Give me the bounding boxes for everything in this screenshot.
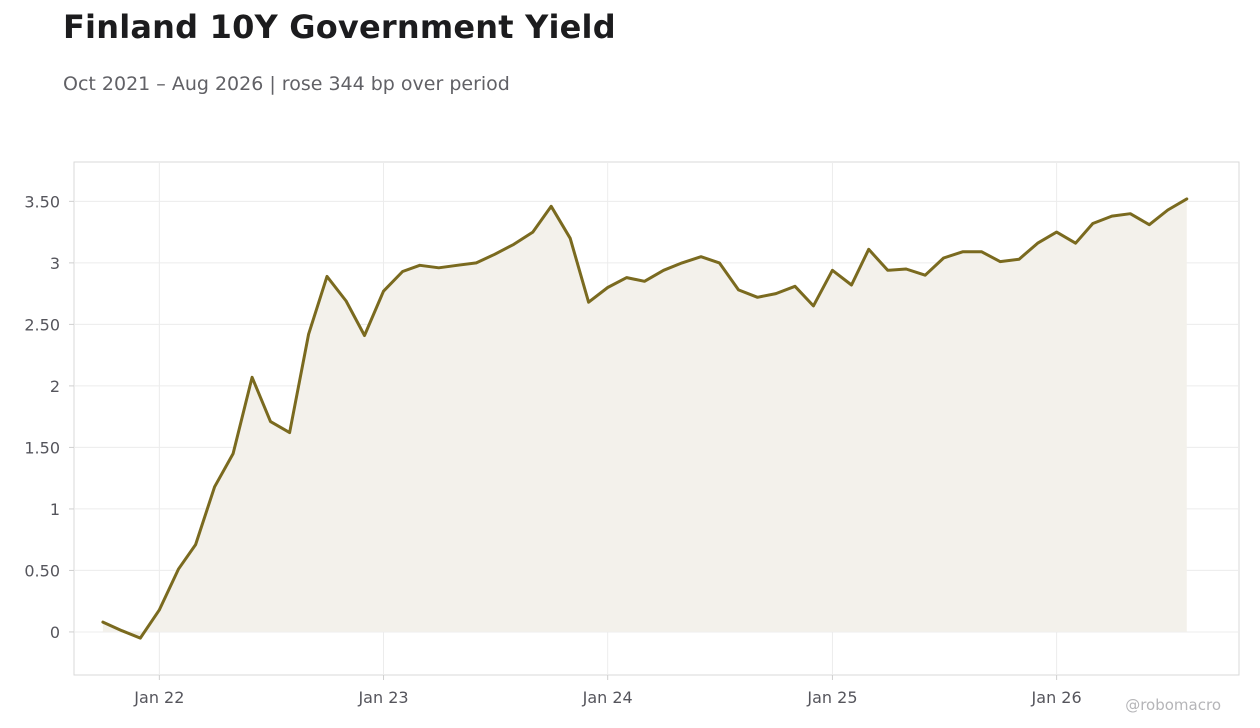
data-point — [980, 250, 983, 253]
data-point — [307, 333, 310, 336]
chart-subtitle: Oct 2021 – Aug 2026 | rose 344 bp over p… — [63, 73, 510, 95]
data-point — [924, 274, 927, 277]
data-point — [288, 431, 291, 434]
data-point — [606, 286, 609, 289]
data-point — [418, 264, 421, 267]
data-point — [177, 568, 180, 571]
data-point — [774, 292, 778, 295]
y-tick-label: 3.50 — [24, 192, 60, 211]
y-tick-label: 0.50 — [24, 561, 60, 580]
data-point — [120, 629, 124, 632]
data-point — [1074, 242, 1077, 245]
data-point — [942, 256, 945, 260]
data-point — [158, 608, 161, 611]
x-axis: Jan 22 Jan 23 Jan 24 Jan 25 Jan 26 — [133, 675, 1082, 707]
data-point — [401, 270, 404, 273]
data-point — [850, 283, 853, 287]
data-point — [1017, 258, 1021, 261]
data-point — [101, 620, 105, 624]
data-point — [961, 250, 964, 253]
x-tick-label: Jan 24 — [582, 688, 633, 707]
data-point — [1036, 242, 1039, 245]
data-point — [756, 296, 759, 299]
x-tick-label: Jan 23 — [357, 688, 408, 707]
y-tick-label: 2.50 — [24, 315, 60, 334]
series-area-fill — [102, 198, 1187, 639]
data-point — [587, 301, 590, 304]
data-point — [1110, 214, 1114, 218]
data-point — [831, 269, 834, 272]
y-tick-label: 1 — [50, 500, 60, 519]
watermark: @robomacro — [1125, 696, 1221, 714]
data-point — [680, 261, 684, 265]
chart-title: Finland 10Y Government Yield — [63, 8, 616, 46]
data-point — [231, 452, 235, 455]
data-point — [812, 304, 815, 308]
data-point — [998, 260, 1002, 263]
data-point — [139, 636, 142, 640]
data-point — [493, 253, 496, 256]
data-point — [699, 255, 703, 258]
data-point — [643, 280, 646, 283]
data-point — [475, 261, 478, 265]
data-point — [250, 376, 254, 379]
data-point — [1129, 212, 1132, 215]
x-tick-label: Jan 26 — [1031, 688, 1082, 707]
data-point — [194, 543, 197, 546]
x-tick-label: Jan 25 — [806, 688, 857, 707]
data-point — [550, 205, 553, 208]
data-point — [344, 299, 348, 303]
data-point — [1091, 222, 1095, 225]
data-point — [1055, 230, 1058, 234]
y-tick-label: 0 — [50, 623, 60, 642]
data-point — [512, 243, 515, 246]
data-point — [718, 261, 721, 265]
data-point — [531, 230, 534, 234]
data-point — [793, 285, 797, 288]
data-point — [886, 269, 889, 272]
data-point — [1166, 208, 1170, 212]
data-point — [456, 264, 459, 267]
data-point — [437, 266, 440, 269]
y-axis: 0 0.50 1 1.50 2 2.50 3 3.50 — [24, 192, 74, 642]
data-point — [904, 267, 908, 271]
data-point — [382, 290, 385, 293]
data-point — [1185, 197, 1189, 201]
series-points — [101, 197, 1189, 640]
data-point — [213, 485, 216, 488]
y-tick-label: 2 — [50, 377, 60, 396]
data-point — [363, 334, 366, 337]
data-point — [867, 248, 870, 251]
data-point — [737, 288, 740, 292]
data-point — [269, 420, 272, 423]
data-point — [325, 275, 329, 278]
y-tick-label: 1.50 — [24, 438, 60, 457]
data-point — [625, 276, 628, 279]
data-point — [662, 269, 665, 272]
data-point — [1148, 223, 1151, 226]
data-point — [569, 237, 572, 240]
x-tick-label: Jan 22 — [133, 688, 184, 707]
y-tick-label: 3 — [50, 254, 60, 273]
